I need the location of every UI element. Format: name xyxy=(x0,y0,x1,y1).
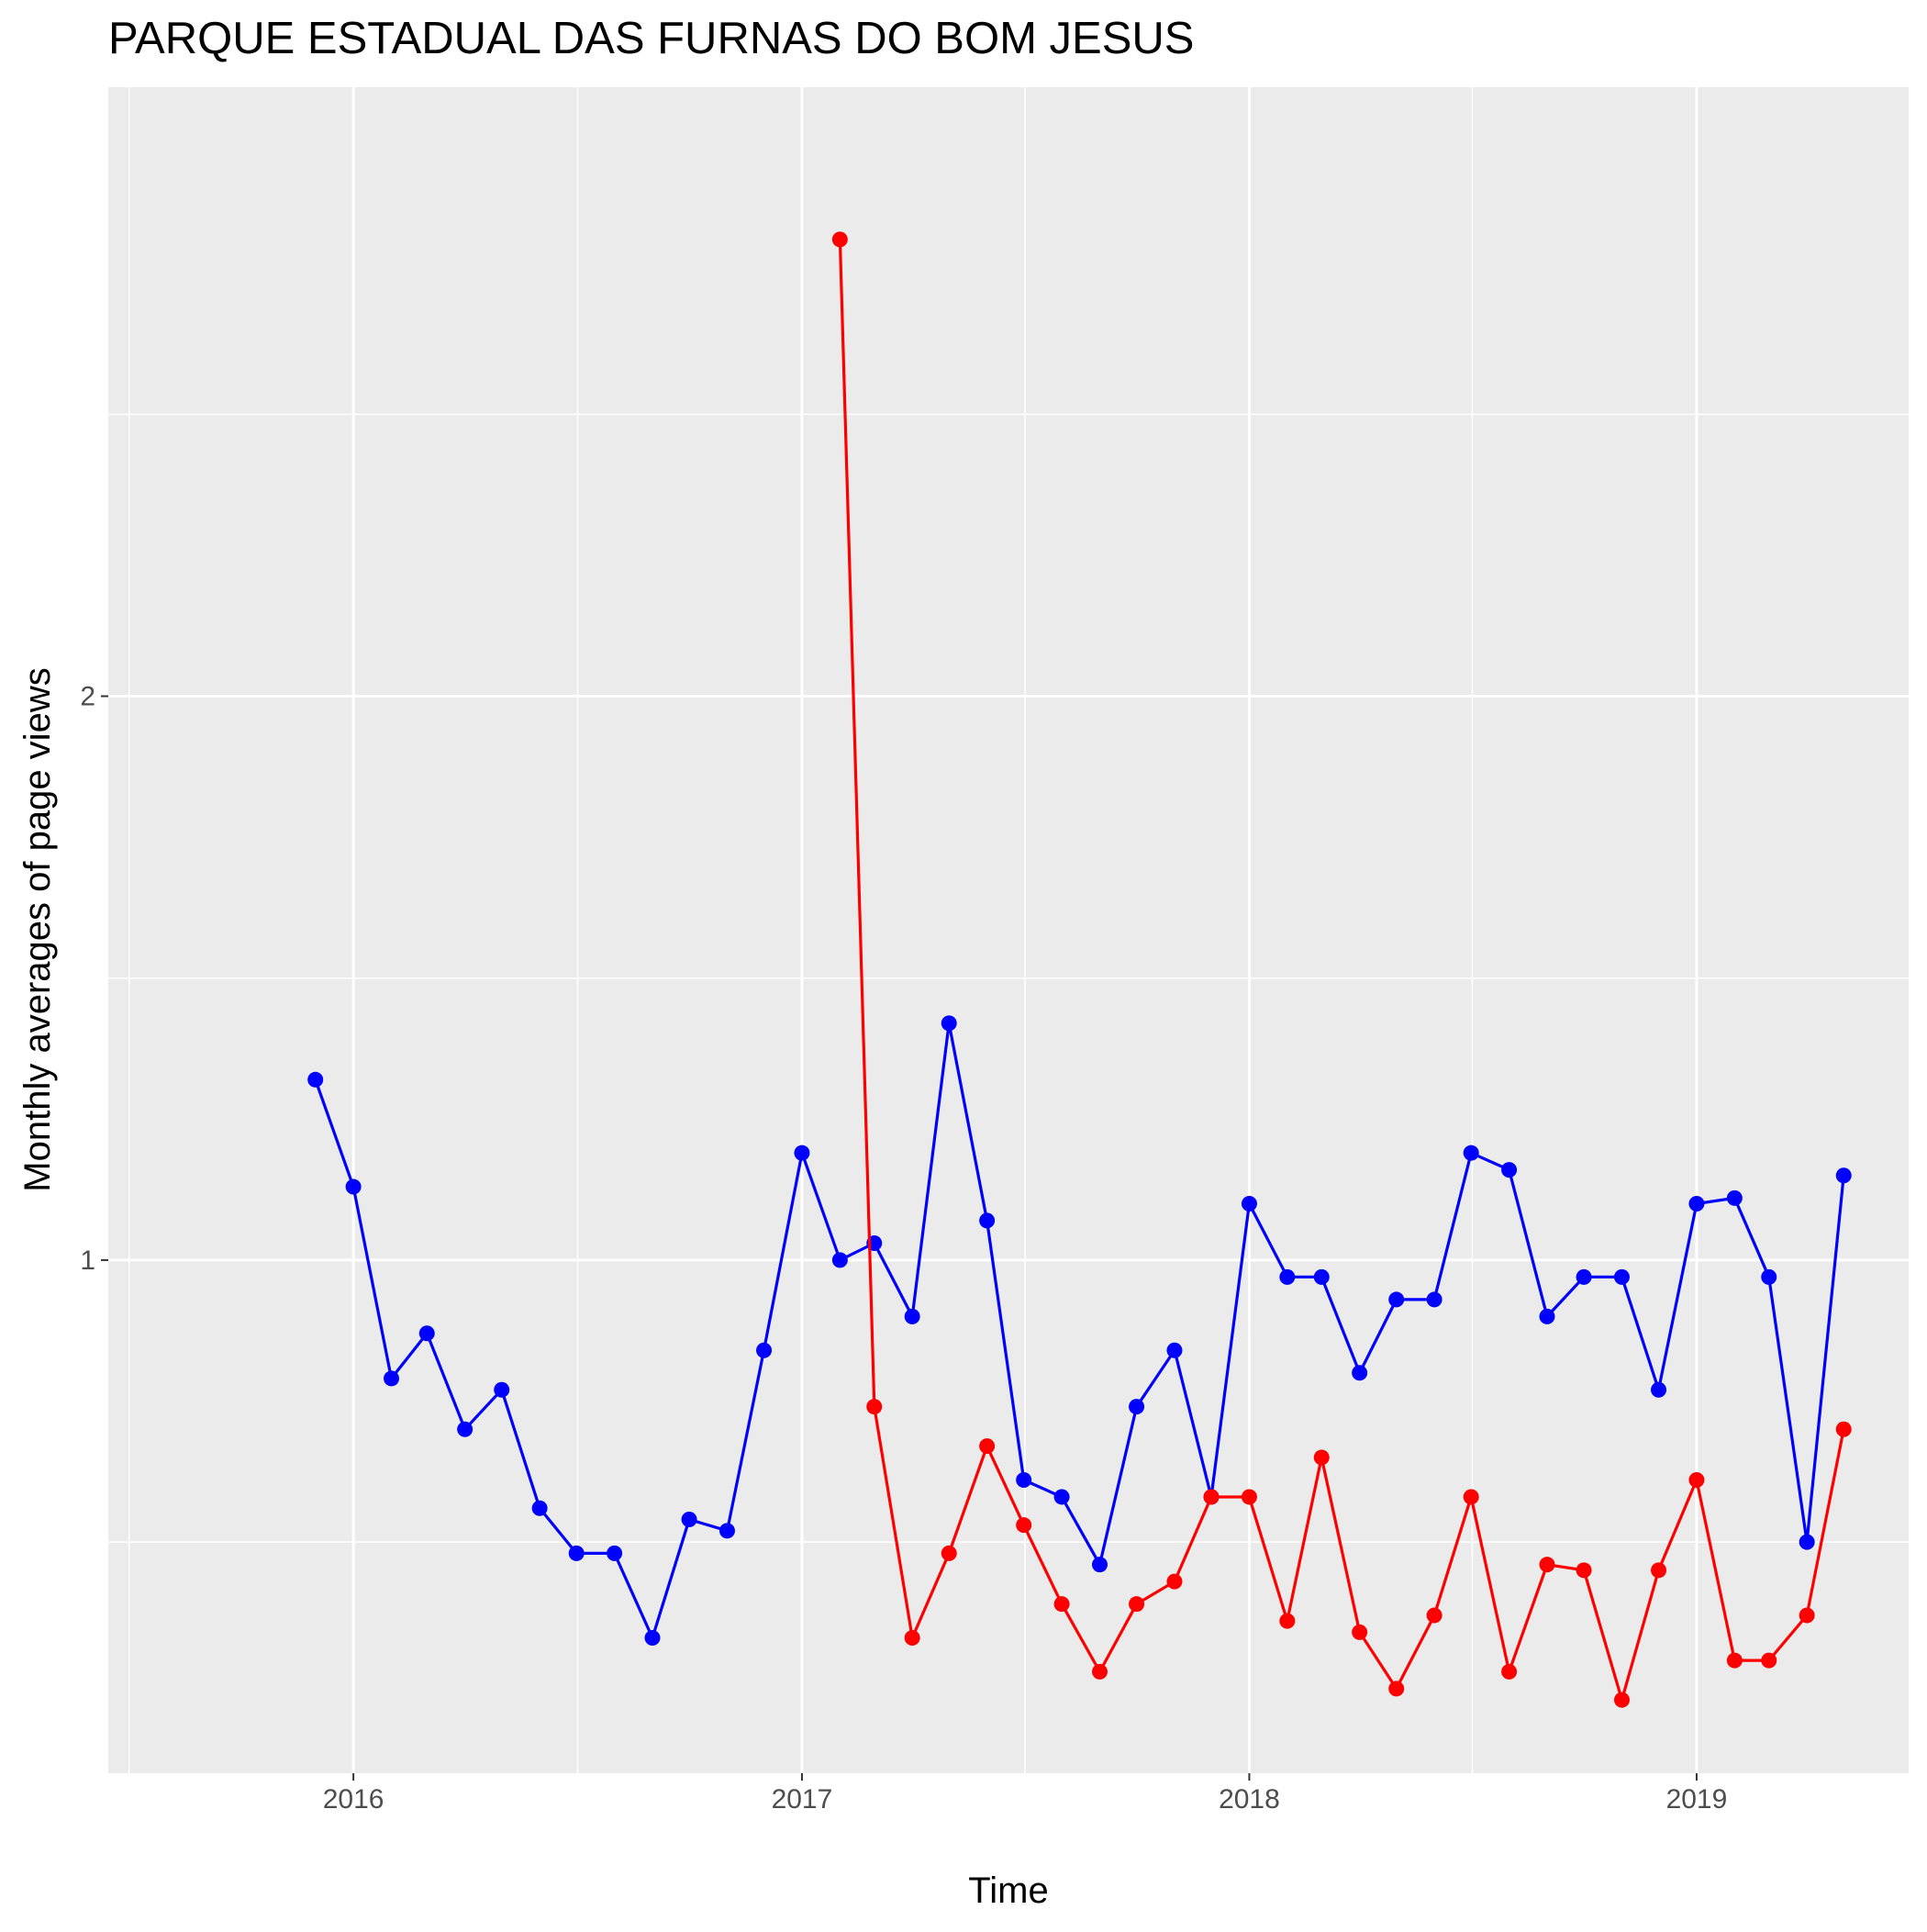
data-point xyxy=(1241,1489,1257,1505)
data-point xyxy=(568,1545,585,1561)
data-point xyxy=(1016,1472,1032,1489)
data-point xyxy=(607,1545,623,1561)
data-point xyxy=(1092,1663,1108,1680)
minor-gridlines xyxy=(108,87,1909,1773)
data-point xyxy=(1761,1268,1777,1285)
data-point xyxy=(1129,1596,1145,1613)
data-point xyxy=(1761,1652,1777,1669)
x-tick-label: 2018 xyxy=(1219,1784,1280,1815)
data-point xyxy=(718,1523,735,1539)
data-point xyxy=(1426,1291,1442,1308)
data-point xyxy=(941,1015,957,1032)
data-point xyxy=(1799,1607,1815,1624)
data-point xyxy=(1539,1308,1555,1324)
data-point xyxy=(1799,1534,1815,1550)
data-point xyxy=(979,1438,996,1455)
data-point xyxy=(1279,1268,1296,1285)
data-point xyxy=(1279,1613,1296,1629)
data-point xyxy=(1053,1596,1070,1613)
data-point xyxy=(831,1252,848,1268)
series-layer xyxy=(307,231,1852,1708)
data-point xyxy=(1388,1681,1405,1697)
data-point xyxy=(457,1421,473,1437)
data-point xyxy=(1539,1557,1555,1573)
data-point xyxy=(1053,1489,1070,1505)
data-point xyxy=(1613,1692,1630,1708)
data-point xyxy=(979,1212,996,1229)
data-point xyxy=(1129,1399,1145,1415)
data-point xyxy=(1501,1663,1518,1680)
data-point xyxy=(1576,1268,1592,1285)
data-point xyxy=(384,1370,400,1387)
data-point xyxy=(1835,1167,1852,1184)
data-point xyxy=(531,1500,548,1516)
data-point xyxy=(756,1342,773,1358)
data-point xyxy=(866,1399,883,1415)
data-point xyxy=(345,1178,362,1195)
data-point xyxy=(1651,1381,1667,1398)
y-tick-label: 1 xyxy=(80,1245,95,1276)
data-point xyxy=(1501,1162,1518,1178)
axes: 2016 2017 2018 2019 1 2 xyxy=(80,682,1727,1815)
data-point xyxy=(418,1325,435,1342)
data-point xyxy=(1313,1449,1330,1466)
y-axis-title: Monthly averages of page views xyxy=(17,667,58,1191)
data-point xyxy=(1313,1268,1330,1285)
data-point xyxy=(1166,1573,1183,1590)
data-point xyxy=(1203,1489,1220,1505)
x-tick-label: 2017 xyxy=(772,1784,833,1815)
data-point xyxy=(1352,1365,1368,1381)
x-tick-label: 2019 xyxy=(1666,1784,1728,1815)
data-point xyxy=(1166,1342,1183,1358)
series-1 xyxy=(307,1015,1852,1647)
data-point xyxy=(1463,1489,1479,1505)
data-point xyxy=(1726,1189,1743,1206)
data-point xyxy=(1651,1562,1667,1579)
data-point xyxy=(904,1308,920,1324)
data-point xyxy=(1016,1517,1032,1534)
data-point xyxy=(1426,1607,1442,1624)
data-point xyxy=(1726,1652,1743,1669)
data-point xyxy=(941,1545,957,1561)
x-tick-label: 2016 xyxy=(323,1784,384,1815)
data-point xyxy=(1463,1145,1479,1161)
data-point xyxy=(831,231,848,248)
y-tick-label: 2 xyxy=(80,682,95,712)
data-point xyxy=(1835,1421,1852,1437)
data-point xyxy=(494,1381,510,1398)
data-point xyxy=(1688,1195,1705,1212)
data-point xyxy=(681,1512,697,1528)
data-point xyxy=(904,1630,920,1647)
data-point xyxy=(1352,1624,1368,1640)
series-line xyxy=(838,239,1845,1702)
data-point xyxy=(1388,1291,1405,1308)
chart-title: PARQUE ESTADUAL DAS FURNAS DO BOM JESUS xyxy=(108,14,1194,63)
data-point xyxy=(1092,1557,1108,1573)
data-point xyxy=(1241,1195,1257,1212)
series-2 xyxy=(831,231,1852,1708)
data-point xyxy=(794,1145,810,1161)
data-point xyxy=(1688,1472,1705,1489)
data-point xyxy=(1576,1562,1592,1579)
data-point xyxy=(644,1630,661,1647)
x-axis-title: Time xyxy=(968,1871,1048,1911)
data-point xyxy=(307,1071,324,1088)
plot-panel xyxy=(108,87,1909,1773)
data-point xyxy=(1613,1268,1630,1285)
